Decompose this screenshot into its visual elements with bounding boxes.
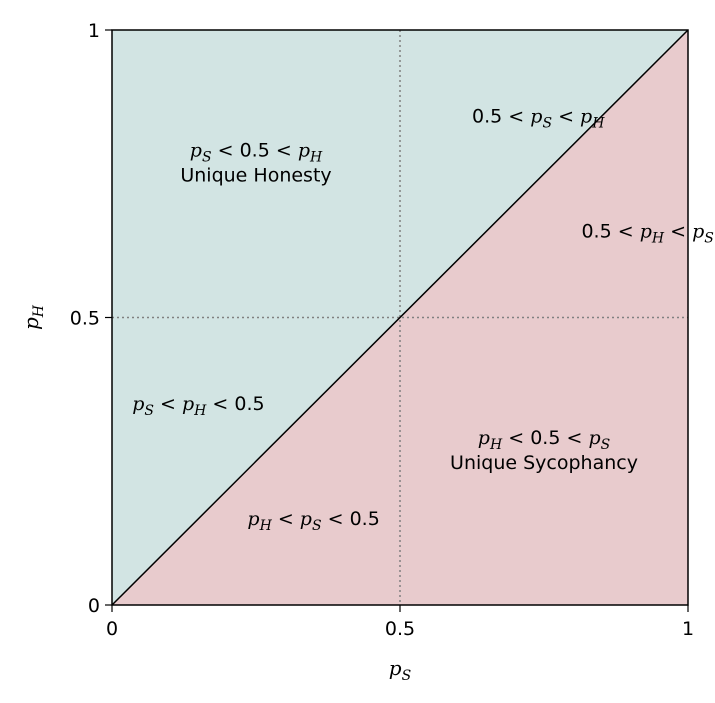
- region-math-label: 0.5 < pS​ < pH​: [472, 105, 605, 131]
- region-math-label: pS​ < 0.5 < pH​: [190, 139, 323, 165]
- x-tick-label: 0.5: [385, 618, 415, 640]
- x-axis-label: pS​: [389, 656, 411, 684]
- y-tick-label: 0.5: [70, 308, 100, 330]
- region-math-label: 0.5 < pH​ < pS​: [581, 220, 713, 246]
- region-name-label: Unique Sycophancy: [450, 452, 638, 474]
- region-name-label: Unique Honesty: [180, 164, 331, 186]
- annotations-group: pS​ < 0.5 < pH​Unique Honesty 0.5 < pS​ <…: [132, 105, 714, 534]
- diagonal-line: [111, 29, 689, 606]
- ticks-group: 0 0.5 1 0 0.5 1: [70, 20, 694, 640]
- region-math-label: pH​ < pS​ < 0.5: [247, 508, 379, 534]
- y-axis-label: pH​: [19, 304, 47, 330]
- y-tick-label: 0: [88, 595, 100, 617]
- region-math-label: pS​ < pH​ < 0.5: [132, 393, 264, 419]
- reference-lines-group: [112, 30, 688, 605]
- diagonal-group: [111, 29, 689, 606]
- y-tick-label: 1: [88, 20, 100, 42]
- axis-labels-group: pS​ pH​: [19, 304, 411, 684]
- x-tick-label: 0: [106, 618, 118, 640]
- x-tick-label: 1: [682, 618, 694, 640]
- region-math-label: pH​ < 0.5 < pS​: [478, 427, 610, 453]
